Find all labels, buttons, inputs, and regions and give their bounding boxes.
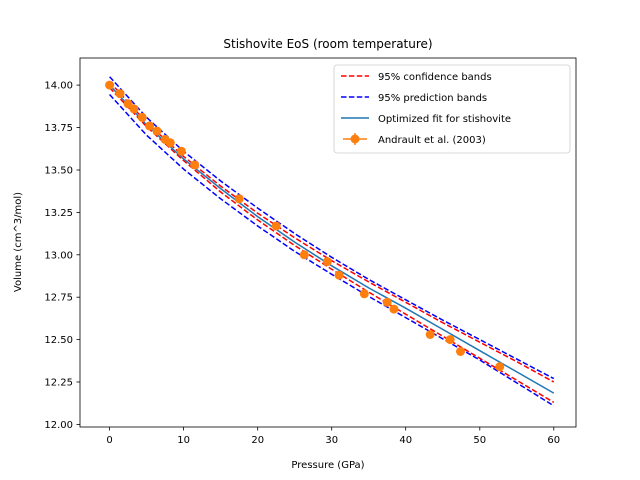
y-tick-label: 13.25 xyxy=(44,208,73,219)
x-tick-label: 10 xyxy=(177,435,190,446)
point-marker xyxy=(137,112,147,122)
data-point xyxy=(234,194,244,204)
y-tick-label: 12.50 xyxy=(44,335,73,346)
series-line-4 xyxy=(109,84,555,394)
point-marker xyxy=(425,330,435,339)
point-marker xyxy=(322,257,332,267)
series-line-3 xyxy=(109,93,555,407)
data-point xyxy=(165,138,175,148)
y-tick-label: 13.75 xyxy=(44,123,73,134)
legend-box xyxy=(333,64,571,154)
data-point xyxy=(425,330,435,339)
point-marker xyxy=(334,270,344,280)
data-point xyxy=(152,126,162,136)
point-marker xyxy=(445,335,455,345)
point-marker xyxy=(165,138,175,148)
data-point xyxy=(389,304,399,314)
data-point xyxy=(322,257,332,267)
x-tick-label: 30 xyxy=(325,435,338,446)
point-marker xyxy=(105,80,115,90)
x-tick-label: 20 xyxy=(251,435,264,446)
data-point xyxy=(115,89,125,99)
data-point xyxy=(190,160,200,170)
y-tick-label: 12.75 xyxy=(44,293,73,304)
legend: 95% confidence bands 95% prediction band… xyxy=(333,64,571,154)
point-marker xyxy=(234,194,244,204)
y-axis-label: Volume (cm^3/mol) xyxy=(13,192,24,292)
series-line-1 xyxy=(109,87,555,404)
legend-label-confidence: 95% confidence bands xyxy=(378,72,492,83)
point-marker xyxy=(152,126,162,136)
point-marker xyxy=(495,362,505,372)
point-marker xyxy=(176,146,186,156)
point-marker xyxy=(190,160,200,170)
chart-title: Stishovite EoS (room temperature) xyxy=(223,37,432,51)
data-point xyxy=(271,221,281,231)
legend-swatch-point xyxy=(350,134,360,144)
data-point xyxy=(145,121,155,131)
point-marker xyxy=(271,221,281,231)
point-marker xyxy=(129,104,139,114)
data-point xyxy=(129,104,139,114)
data-point xyxy=(137,112,147,122)
data-point xyxy=(334,270,344,280)
x-axis-ticks: 0 10 20 30 40 50 60 xyxy=(106,427,560,446)
data-point xyxy=(123,99,133,109)
data-point xyxy=(176,146,186,156)
plot-frame xyxy=(79,57,577,428)
point-marker xyxy=(299,250,309,260)
point-marker xyxy=(456,347,465,356)
x-tick-label: 40 xyxy=(399,435,412,446)
point-marker xyxy=(123,99,133,109)
x-tick-label: 60 xyxy=(547,435,560,446)
data-point xyxy=(105,80,115,90)
data-point xyxy=(359,289,369,299)
y-tick-label: 12.00 xyxy=(44,420,73,431)
x-tick-label: 0 xyxy=(106,435,112,446)
point-marker xyxy=(382,297,392,307)
y-tick-label: 12.25 xyxy=(44,378,73,389)
y-tick-label: 14.00 xyxy=(44,81,73,92)
point-marker xyxy=(115,89,125,99)
data-point xyxy=(382,297,392,307)
point-marker xyxy=(389,304,399,314)
y-tick-label: 13.50 xyxy=(44,166,73,177)
legend-label-prediction: 95% prediction bands xyxy=(378,93,487,104)
x-axis-label: Pressure (GPa) xyxy=(291,460,364,471)
y-tick-label: 13.00 xyxy=(44,250,73,261)
data-point xyxy=(299,250,309,260)
legend-label-fit: Optimized fit for stishovite xyxy=(378,114,511,125)
data-points-layer xyxy=(105,80,505,372)
data-point xyxy=(445,335,455,345)
y-axis-ticks: 12.00 12.25 12.50 12.75 13.00 13.25 13.50 13.75… xyxy=(44,81,80,431)
data-point xyxy=(456,347,465,356)
x-tick-label: 50 xyxy=(473,435,486,446)
data-point xyxy=(495,362,505,372)
point-marker xyxy=(359,289,369,299)
legend-label-points: Andrault et al. (2003) xyxy=(378,135,486,146)
point-marker xyxy=(145,121,155,131)
